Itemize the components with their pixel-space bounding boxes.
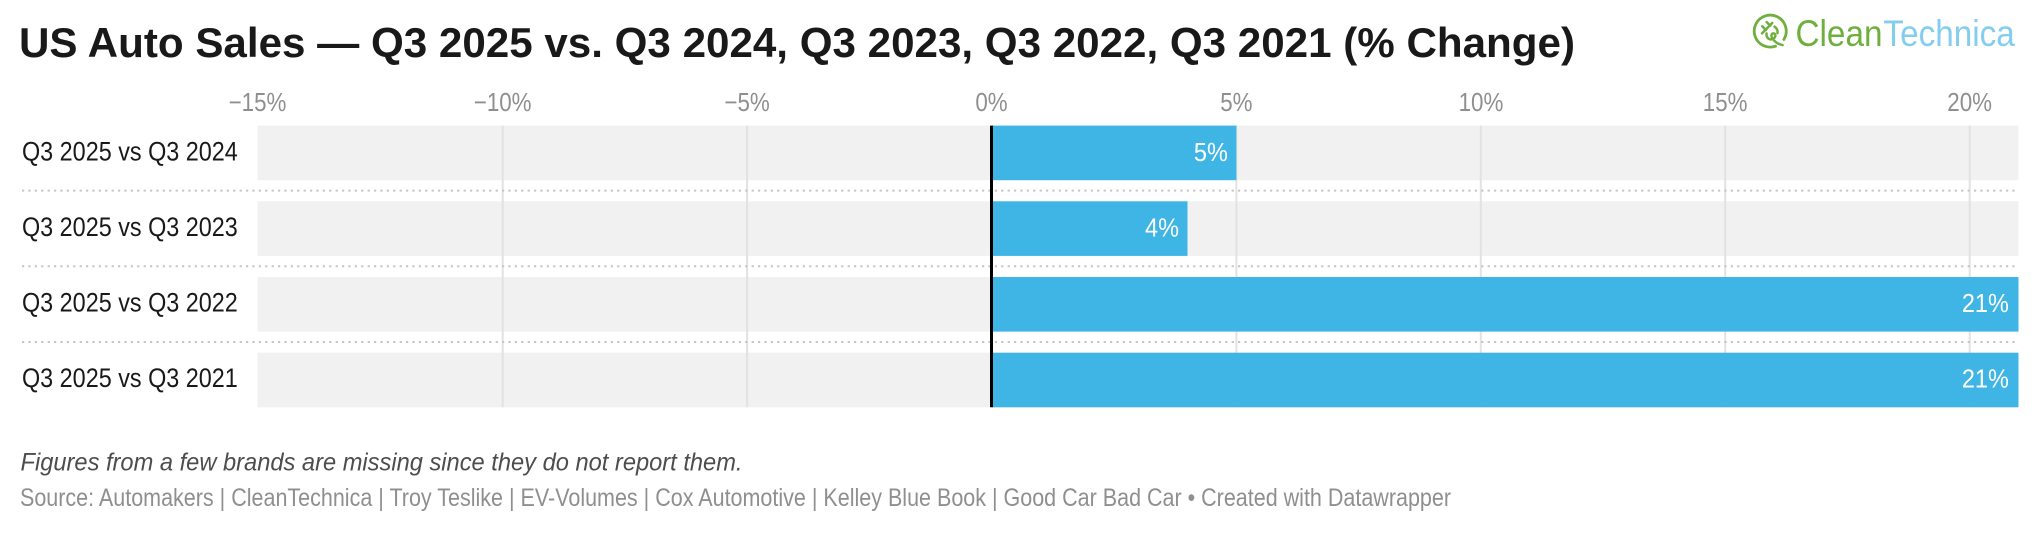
svg-text:Clean: Clean [1796, 13, 1883, 54]
svg-text:4%: 4% [1145, 214, 1179, 242]
svg-text:Q3 2025 vs Q3 2022: Q3 2025 vs Q3 2022 [22, 288, 238, 318]
svg-text:Source: Automakers | CleanTech: Source: Automakers | CleanTechnica | Tro… [20, 484, 1451, 512]
svg-text:Q3 2025 vs Q3 2023: Q3 2025 vs Q3 2023 [22, 213, 238, 243]
svg-text:21%: 21% [1962, 290, 2009, 318]
svg-text:21%: 21% [1962, 365, 2009, 393]
svg-text:−10%: −10% [474, 88, 532, 117]
svg-text:US Auto Sales — Q3 2025 vs. Q3: US Auto Sales — Q3 2025 vs. Q3 2024, Q3 … [19, 19, 1575, 66]
svg-text:15%: 15% [1703, 88, 1748, 117]
svg-text:0%: 0% [975, 88, 1007, 117]
svg-text:10%: 10% [1459, 88, 1504, 117]
svg-text:Q3 2025 vs Q3 2021: Q3 2025 vs Q3 2021 [22, 364, 238, 394]
svg-text:Technica: Technica [1883, 13, 2015, 54]
svg-text:Figures from a few brands are: Figures from a few brands are missing si… [21, 449, 743, 477]
svg-text:5%: 5% [1194, 139, 1228, 167]
svg-text:Q3 2025 vs Q3 2024: Q3 2025 vs Q3 2024 [22, 137, 238, 167]
svg-text:20%: 20% [1947, 88, 1992, 117]
svg-text:−5%: −5% [724, 88, 769, 117]
svg-text:−15%: −15% [229, 88, 287, 117]
svg-text:5%: 5% [1220, 88, 1252, 117]
